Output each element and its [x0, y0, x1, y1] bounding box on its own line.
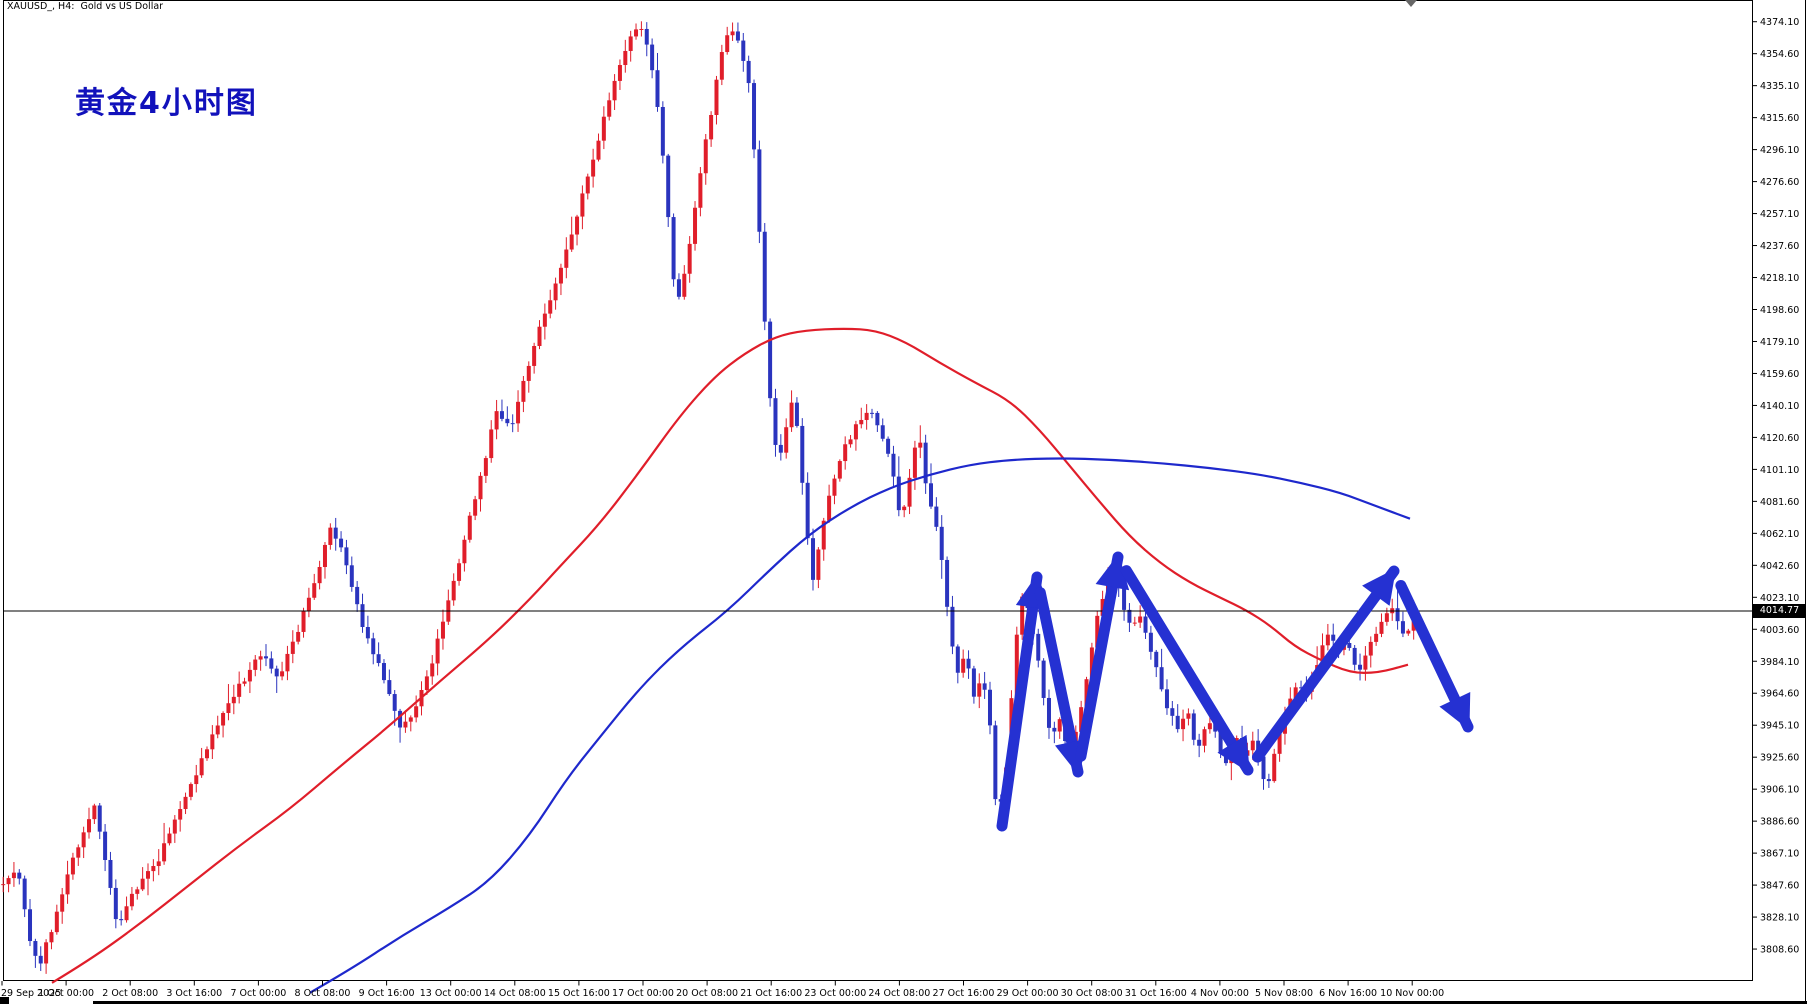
price-axis-label: 4101.10	[1760, 465, 1799, 476]
price-axis-label: 4003.60	[1760, 625, 1799, 636]
time-axis-label: 7 Oct 00:00	[230, 988, 286, 999]
time-axis-label: 6 Nov 16:00	[1319, 988, 1377, 999]
moving-average-blue[interactable]	[309, 457, 1411, 994]
time-axis-label: 29 Sep 2025	[1, 988, 61, 999]
time-axis-label: 17 Oct 00:00	[612, 988, 674, 999]
time-axis-label: 10 Nov 00:00	[1380, 988, 1444, 999]
candles-layer	[1, 21, 1416, 974]
price-axis-label: 4374.10	[1760, 17, 1799, 28]
time-axis-label: 29 Oct 00:00	[997, 988, 1059, 999]
price-axis-label: 4062.10	[1760, 529, 1799, 540]
price-axis-label: 4023.10	[1760, 593, 1799, 604]
current-price-marker: 4014.77	[1753, 604, 1806, 618]
moving-average-red[interactable]	[51, 327, 1409, 984]
price-axis-label: 3984.10	[1760, 657, 1799, 668]
time-axis-label: 15 Oct 16:00	[548, 988, 610, 999]
price-axis-label: 3925.60	[1760, 753, 1799, 764]
time-axis-label: 1 Oct 00:00	[38, 988, 94, 999]
price-axis-label: 4276.60	[1760, 177, 1799, 188]
time-axis-label: 3 Oct 16:00	[166, 988, 222, 999]
price-axis-label: 4081.60	[1760, 497, 1799, 508]
time-axis-label: 4 Nov 00:00	[1191, 988, 1249, 999]
time-axis-label: 8 Oct 08:00	[295, 988, 351, 999]
time-axis-label: 27 Oct 16:00	[933, 988, 995, 999]
price-axis-label: 4042.60	[1760, 561, 1799, 572]
price-axis-label: 4315.60	[1760, 113, 1799, 124]
cursor-mark	[1405, 0, 1417, 7]
price-axis-label: 4120.60	[1760, 433, 1799, 444]
price-axis-label: 3828.10	[1760, 913, 1799, 924]
price-scale[interactable]: 4374.10 4354.60 4335.10 4315.60 4296.10 4276.…	[1752, 17, 1799, 956]
time-axis-label: 13 Oct 00:00	[420, 988, 482, 999]
time-axis-label: 5 Nov 08:00	[1255, 988, 1313, 999]
time-axis-label: 9 Oct 16:00	[359, 988, 415, 999]
time-axis-label: 23 Oct 00:00	[804, 988, 866, 999]
time-axis-label: 2 Oct 08:00	[102, 988, 158, 999]
price-axis-label: 3847.60	[1760, 881, 1799, 892]
trend-zigzag-arrows[interactable]	[996, 551, 1474, 832]
price-axis-label: 4198.60	[1760, 305, 1799, 316]
price-axis-label: 3867.10	[1760, 849, 1799, 860]
price-axis-label: 4140.10	[1760, 401, 1799, 412]
price-axis-label: 4159.60	[1760, 369, 1799, 380]
price-axis-label: 3808.60	[1760, 945, 1799, 956]
time-axis-label: 20 Oct 08:00	[676, 988, 738, 999]
chart-title: XAUUSD_, H4: Gold vs US Dollar	[7, 1, 164, 12]
price-axis-label: 4354.60	[1760, 49, 1799, 60]
price-axis-label: 4296.10	[1760, 145, 1799, 156]
current-price-value: 4014.77	[1759, 605, 1800, 616]
horizontal-scrollbar[interactable]	[93, 1001, 1807, 1004]
price-axis-label: 3886.60	[1760, 817, 1799, 828]
price-axis-label: 4218.10	[1760, 273, 1799, 284]
price-axis-label: 4237.60	[1760, 241, 1799, 252]
price-axis-label: 3906.10	[1760, 785, 1799, 796]
price-axis-label: 3964.60	[1760, 689, 1799, 700]
time-axis-label: 31 Oct 16:00	[1125, 988, 1187, 999]
price-axis-label: 4335.10	[1760, 81, 1799, 92]
time-axis-label: 21 Oct 16:00	[740, 988, 802, 999]
time-axis-label: 14 Oct 08:00	[484, 988, 546, 999]
time-axis-label: 24 Oct 08:00	[868, 988, 930, 999]
time-axis-label: 30 Oct 08:00	[1061, 988, 1123, 999]
price-axis-label: 4179.10	[1760, 337, 1799, 348]
price-axis-label: 3945.10	[1760, 721, 1799, 732]
chart-annotation-text[interactable]: 黄金4小时图	[75, 86, 258, 121]
price-axis-label: 4257.10	[1760, 209, 1799, 220]
